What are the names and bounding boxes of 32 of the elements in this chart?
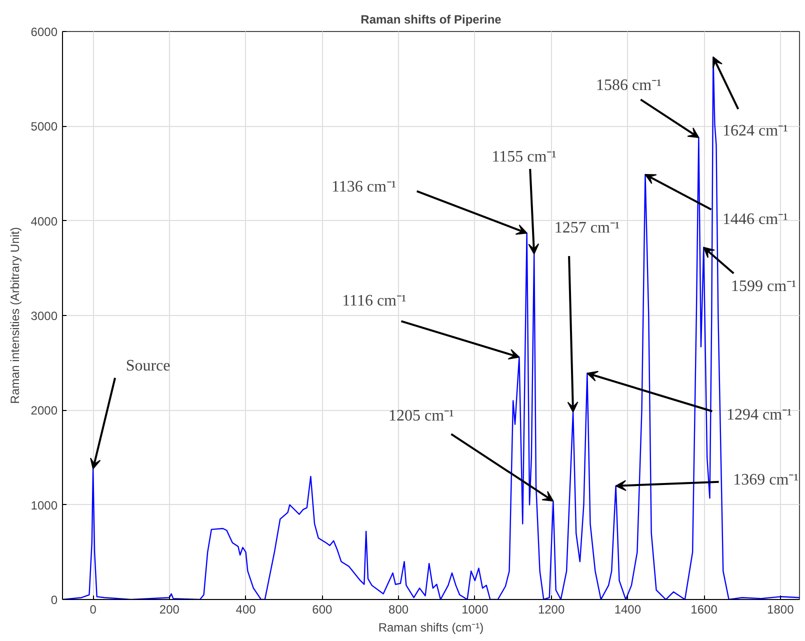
x-tick-label: 600 — [312, 602, 333, 616]
x-axis-title: Raman shifts (cm⁻¹) — [378, 620, 484, 634]
y-tick-label: 4000 — [30, 214, 58, 228]
annotation: 1369 cm⁻¹ — [733, 471, 799, 488]
x-tick-label: 1000 — [462, 602, 489, 616]
annotation: 1446 cm⁻¹ — [722, 210, 788, 228]
x-tick-label: 400 — [236, 602, 256, 616]
x-tick-label: 1400 — [614, 602, 642, 616]
y-tick-label: 5000 — [30, 120, 58, 134]
annotation: 1586 cm⁻¹ — [596, 77, 662, 94]
x-tick-label: 1600 — [690, 602, 718, 616]
y-tick-label: 0 — [50, 593, 58, 607]
y-axis-title: Raman intensities (Arbitrary Unit) — [8, 227, 22, 404]
x-tick-label: 1800 — [767, 602, 794, 616]
annotation: 1599 cm⁻¹ — [730, 278, 797, 295]
annotation: 1155 cm⁻¹ — [492, 148, 557, 166]
y-tick-label: 3000 — [30, 309, 58, 323]
annotation: 1624 cm⁻¹ — [722, 122, 788, 140]
annotation: 1205 cm⁻¹ — [388, 408, 454, 425]
chart-title: Raman shifts of Piperine — [360, 12, 502, 26]
x-tick-label: 800 — [388, 602, 409, 616]
annotation: 1257 cm⁻¹ — [554, 220, 620, 237]
x-tick-label: 200 — [159, 602, 180, 616]
annotation: 1136 cm⁻¹ — [331, 178, 396, 196]
y-tick-label: 2000 — [30, 404, 58, 418]
y-tick-label: 1000 — [30, 498, 58, 512]
x-tick-label: 0 — [90, 602, 97, 616]
annotation: 1116 cm⁻¹ — [342, 292, 406, 310]
annotation: 1294 cm⁻¹ — [726, 406, 792, 424]
annotation: Source — [126, 357, 170, 374]
y-tick-label: 6000 — [30, 25, 58, 39]
x-tick-label: 1200 — [538, 602, 565, 616]
